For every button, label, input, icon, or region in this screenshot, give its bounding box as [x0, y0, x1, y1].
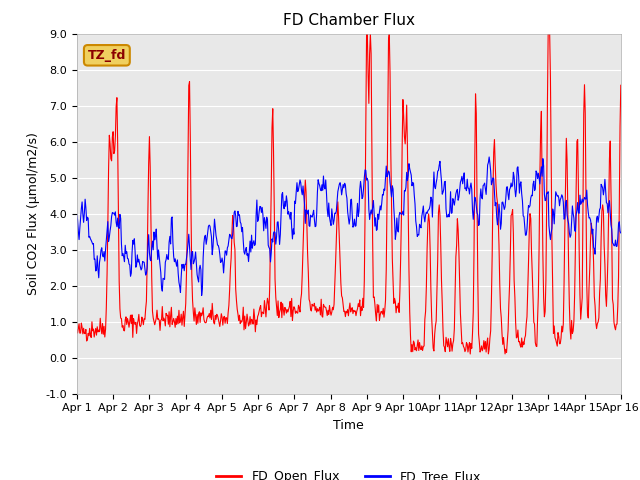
FD_Tree_Flux: [485, 154, 493, 160]
FD_Tree_Flux: [617, 230, 625, 236]
FD_Open_Flux: [363, 31, 371, 36]
FD_Tree_Flux: [431, 186, 439, 192]
X-axis label: Time: Time: [333, 419, 364, 432]
FD_Tree_Flux: [416, 221, 424, 227]
FD_Open_Flux: [431, 323, 439, 329]
FD_Tree_Flux: [194, 276, 202, 282]
Title: FD Chamber Flux: FD Chamber Flux: [283, 13, 415, 28]
Line: FD_Tree_Flux: FD_Tree_Flux: [77, 157, 621, 296]
FD_Tree_Flux: [139, 259, 147, 264]
FD_Open_Flux: [223, 315, 230, 321]
Text: TZ_fd: TZ_fd: [88, 49, 126, 62]
FD_Tree_Flux: [198, 293, 205, 299]
FD_Open_Flux: [73, 327, 81, 333]
FD_Tree_Flux: [223, 245, 231, 251]
FD_Open_Flux: [617, 83, 625, 88]
FD_Open_Flux: [467, 351, 474, 357]
Line: FD_Open_Flux: FD_Open_Flux: [77, 34, 621, 354]
Legend: FD_Open_Flux, FD_Tree_Flux: FD_Open_Flux, FD_Tree_Flux: [211, 465, 486, 480]
FD_Open_Flux: [83, 338, 90, 344]
Y-axis label: Soil CO2 Flux (μmol/m2/s): Soil CO2 Flux (μmol/m2/s): [27, 132, 40, 295]
FD_Tree_Flux: [73, 212, 81, 218]
FD_Open_Flux: [194, 321, 202, 326]
FD_Open_Flux: [139, 317, 147, 323]
FD_Tree_Flux: [83, 217, 90, 223]
FD_Open_Flux: [416, 340, 424, 346]
